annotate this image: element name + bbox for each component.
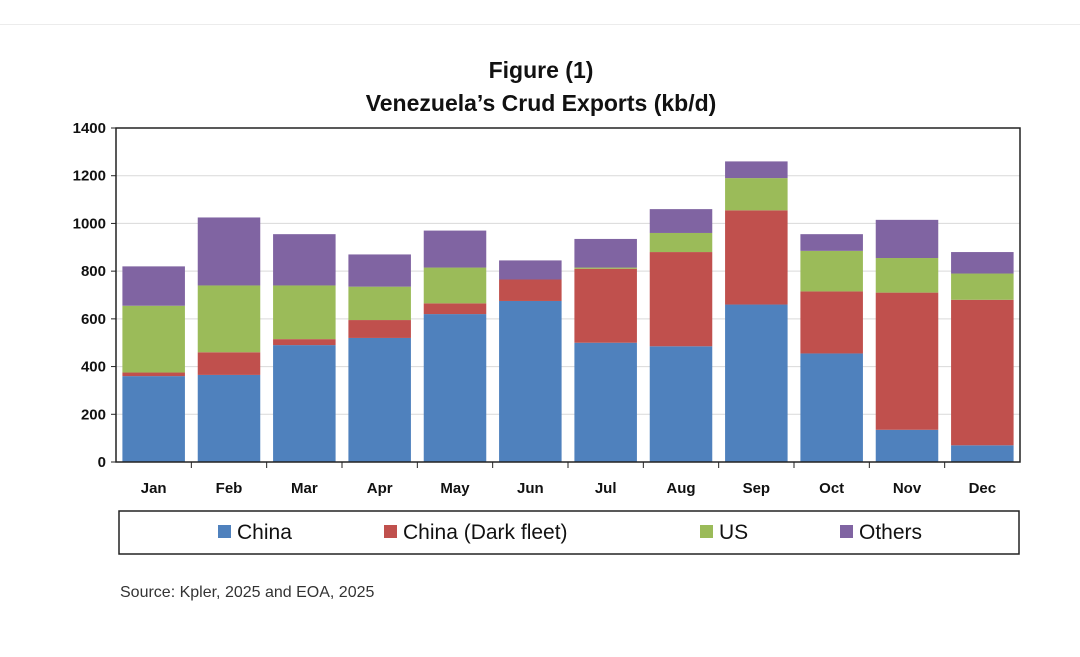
legend-swatch-china-dark-fleet bbox=[384, 525, 397, 538]
x-tick-label: Aug bbox=[666, 480, 695, 497]
bar-jun-china bbox=[499, 300, 562, 462]
bar-jan-others bbox=[122, 266, 185, 306]
bar-mar-china bbox=[273, 345, 336, 462]
bar-apr-others bbox=[348, 254, 411, 287]
bar-sep-china bbox=[725, 304, 788, 462]
bar-feb-others bbox=[197, 217, 261, 286]
bar-dec-china bbox=[951, 445, 1014, 462]
bar-apr-china bbox=[348, 337, 411, 462]
x-tick-label: Sep bbox=[743, 480, 771, 497]
bar-apr-china-dark-fleet bbox=[348, 320, 411, 338]
bar-sep-us bbox=[725, 178, 788, 211]
bar-jul-others bbox=[574, 238, 637, 268]
bar-jul-us bbox=[574, 267, 637, 269]
bar-nov-china bbox=[875, 429, 939, 462]
y-axis-ticks: 0 200 400 600 800 1000 1200 1400 bbox=[73, 120, 116, 471]
y-tick-label: 600 bbox=[81, 311, 106, 328]
bar-oct-us bbox=[800, 250, 863, 292]
bar-mar-us bbox=[273, 285, 336, 340]
y-tick-label: 800 bbox=[81, 263, 106, 280]
x-tick-label: Jul bbox=[595, 480, 617, 497]
bar-jun-china-dark-fleet bbox=[499, 279, 562, 301]
bar-may-china-dark-fleet bbox=[423, 303, 487, 315]
legend: China China (Dark fleet) US Others bbox=[218, 521, 922, 544]
y-tick-label: 0 bbox=[98, 454, 106, 471]
bar-sep-others bbox=[725, 161, 788, 179]
bar-dec-others bbox=[951, 252, 1014, 274]
bars bbox=[122, 161, 1014, 462]
y-tick-label: 1200 bbox=[73, 168, 106, 185]
x-tick-label: Dec bbox=[969, 480, 997, 497]
legend-swatch-china bbox=[218, 525, 231, 538]
x-tick-label: Jun bbox=[517, 480, 544, 497]
bar-aug-us bbox=[649, 232, 713, 253]
bar-jan-china-dark-fleet bbox=[122, 372, 185, 377]
source-note: Source: Kpler, 2025 and EOA, 2025 bbox=[120, 584, 375, 601]
plot-area-border bbox=[115, 127, 1021, 463]
bar-may-china bbox=[423, 314, 487, 462]
bar-nov-us bbox=[875, 258, 939, 293]
legend-label-china: China bbox=[237, 521, 292, 544]
x-tick-label: Apr bbox=[367, 480, 393, 497]
bar-dec-china-dark-fleet bbox=[951, 299, 1014, 446]
chart-subtitle: Venezuela’s Crud Exports (kb/d) bbox=[366, 90, 717, 116]
bar-jun-others bbox=[499, 260, 562, 280]
legend-label-us: US bbox=[719, 521, 748, 544]
y-tick-label: 1000 bbox=[73, 215, 106, 232]
legend-label-others: Others bbox=[859, 521, 922, 544]
bar-may-us bbox=[423, 267, 487, 304]
bar-aug-others bbox=[649, 209, 713, 233]
gridlines bbox=[116, 175, 1020, 415]
x-tick-label: May bbox=[440, 480, 470, 497]
bar-oct-china-dark-fleet bbox=[800, 291, 863, 354]
bar-aug-china-dark-fleet bbox=[649, 252, 713, 347]
y-tick-label: 400 bbox=[81, 359, 106, 376]
bar-may-others bbox=[423, 230, 487, 268]
bar-jul-china-dark-fleet bbox=[574, 268, 637, 343]
bar-jan-us bbox=[122, 305, 185, 373]
x-tick-label: Feb bbox=[216, 480, 243, 497]
bar-aug-china bbox=[649, 346, 713, 462]
x-tick-label: Nov bbox=[893, 480, 922, 497]
legend-box bbox=[118, 510, 1020, 555]
x-axis-ticks: Jan Feb Mar Apr May Jun Jul Aug Sep Oct Nov Dec bbox=[141, 462, 996, 497]
legend-swatch-us bbox=[700, 525, 713, 538]
bar-mar-china-dark-fleet bbox=[273, 339, 336, 346]
bar-nov-others bbox=[875, 219, 939, 259]
bar-dec-us bbox=[951, 273, 1014, 300]
bar-feb-china-dark-fleet bbox=[197, 352, 261, 375]
top-divider bbox=[0, 24, 1080, 25]
chart-title: Figure (1) bbox=[489, 57, 594, 83]
bar-feb-us bbox=[197, 285, 261, 353]
bar-sep-china-dark-fleet bbox=[725, 210, 788, 305]
legend-label-china-dark-fleet: China (Dark fleet) bbox=[403, 521, 568, 544]
y-tick-label: 200 bbox=[81, 406, 106, 423]
bar-jan-china bbox=[122, 376, 185, 462]
y-tick-label: 1400 bbox=[73, 120, 106, 137]
bar-apr-us bbox=[348, 286, 411, 321]
bar-nov-china-dark-fleet bbox=[875, 292, 939, 430]
bar-oct-china bbox=[800, 353, 863, 462]
bar-oct-others bbox=[800, 234, 863, 251]
bar-mar-others bbox=[273, 234, 336, 286]
x-tick-label: Mar bbox=[291, 480, 318, 497]
legend-swatch-others bbox=[840, 525, 853, 538]
bar-jul-china bbox=[574, 342, 637, 462]
bar-feb-china bbox=[197, 374, 261, 462]
x-tick-label: Jan bbox=[141, 480, 167, 497]
x-tick-label: Oct bbox=[819, 480, 844, 497]
